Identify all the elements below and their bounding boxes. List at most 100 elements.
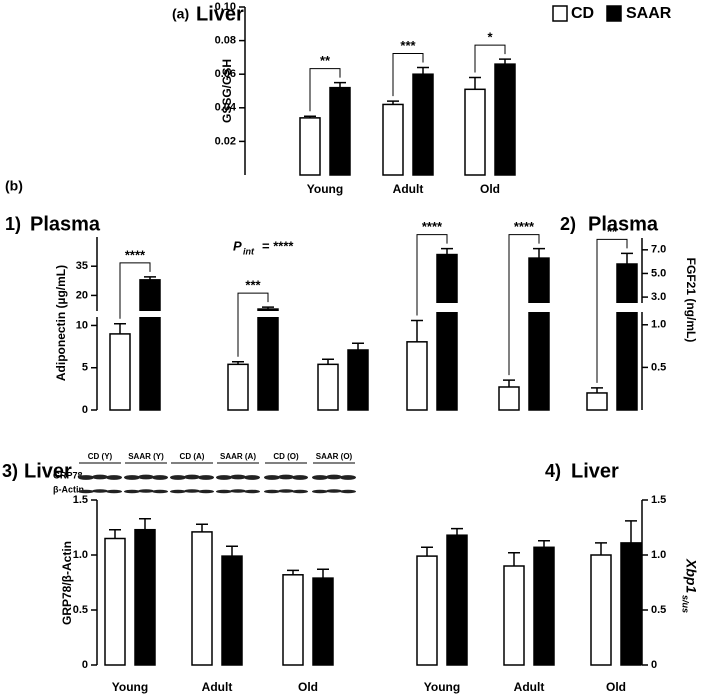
error-bar (417, 66, 429, 75)
bar (533, 546, 555, 666)
bar (317, 363, 339, 411)
y-tick-label: 0.08 (215, 35, 236, 47)
y-tick-label: 10 (76, 319, 88, 331)
x-tick-label: Young (424, 680, 460, 694)
blot-band (216, 475, 232, 480)
bar (586, 392, 608, 411)
blot-lane-label: CD (Y) (88, 452, 113, 461)
y-tick-label: 1.0 (73, 549, 88, 561)
significance-label: ** (607, 224, 618, 239)
y-tick-label: 3.0 (651, 291, 666, 303)
blot-band (312, 475, 328, 480)
bar (503, 565, 525, 666)
error-bar (508, 552, 520, 566)
x-tick-label: Adult (393, 182, 424, 196)
significance-label: **** (514, 219, 535, 234)
x-tick-label: Old (480, 182, 500, 196)
axis-break (393, 303, 644, 312)
blot-band (92, 474, 108, 480)
x-tick-label: Old (606, 680, 626, 694)
y-tick-label: 1.0 (651, 549, 666, 561)
bar (329, 86, 351, 176)
bar (221, 555, 243, 666)
blot-lane-label: CD (O) (273, 452, 299, 461)
y-axis-label-group: FGF21 (ng/mL) (684, 258, 698, 343)
bar (406, 341, 428, 411)
y-tick-label: 0 (82, 659, 88, 671)
bar (416, 555, 438, 666)
y-tick-label: 7.0 (651, 244, 666, 256)
significance-bracket (416, 234, 448, 316)
panel-label: 2) (560, 214, 576, 234)
y-tick-label: 0.10 (215, 1, 236, 13)
panel-title: Plasma (588, 213, 659, 235)
y-axis-label: Xbp1 (683, 558, 699, 593)
annotation-symbol: P (233, 238, 242, 253)
blot-band (170, 475, 186, 480)
error-bar (533, 247, 545, 259)
blot-band (78, 475, 94, 480)
y-axis-label-group: GRP78/β-Actin (60, 541, 74, 625)
error-bar (322, 358, 334, 365)
blot-band (230, 474, 246, 480)
significance-label: **** (422, 219, 443, 234)
significance-bracket (392, 52, 424, 97)
bar (498, 386, 520, 411)
significance-label: *** (245, 278, 261, 293)
bar (227, 363, 249, 411)
panel-label: 1) (5, 214, 21, 234)
error-bar (421, 546, 433, 557)
blot-lane-label: SAAR (A) (220, 452, 256, 461)
significance-bracket (237, 292, 269, 357)
panel-title: Plasma (30, 213, 101, 235)
error-bar (625, 520, 637, 543)
error-bar (595, 542, 607, 555)
bar (134, 528, 156, 666)
y-tick-label: 5.0 (651, 267, 666, 279)
blot-band (138, 489, 154, 493)
blot-band (264, 489, 280, 494)
blot-band (106, 475, 122, 480)
blot-band (340, 475, 356, 480)
blot-lane-label: SAAR (O) (316, 452, 353, 461)
error-bar (304, 115, 316, 118)
y-tick-label: 0 (82, 404, 88, 416)
y-tick-label: 0.04 (215, 102, 237, 114)
significance-bracket (596, 238, 628, 383)
legend-swatch (606, 5, 622, 22)
blot-band (124, 489, 140, 494)
y-tick-label: 35 (76, 260, 88, 272)
x-tick-label: Adult (202, 680, 233, 694)
significance-bracket (508, 234, 540, 376)
error-bar (109, 528, 121, 539)
panel-title: Liver (571, 460, 619, 482)
significance-bracket (309, 68, 341, 112)
blot-row-label: β-Actin (53, 484, 84, 494)
bar (436, 253, 458, 411)
error-bar (114, 323, 126, 334)
legend-label: SAAR (626, 5, 672, 22)
bar (616, 263, 638, 411)
bar (282, 574, 304, 666)
y-tick-label: 0.5 (651, 361, 666, 373)
blot-lane-label: CD (A) (180, 452, 205, 461)
bar (109, 333, 131, 411)
legend-swatch (552, 5, 568, 22)
error-bar (226, 545, 238, 557)
bar (590, 554, 612, 666)
y-axis-label-group: GSSG/GSH (220, 59, 234, 123)
error-bar (196, 523, 208, 532)
blot-band (170, 489, 186, 494)
x-tick-label: Young (112, 680, 148, 694)
panel-label: (a) (172, 6, 189, 22)
axis-break (95, 311, 377, 317)
error-bar (352, 342, 364, 350)
error-bar (451, 527, 463, 536)
y-tick-label: 0.02 (215, 135, 236, 147)
blot-band (244, 489, 260, 494)
blot-band (278, 489, 294, 493)
blot-lane-label: SAAR (Y) (128, 452, 164, 461)
y-axis-label-group: Xbp1 s/us (681, 558, 700, 613)
